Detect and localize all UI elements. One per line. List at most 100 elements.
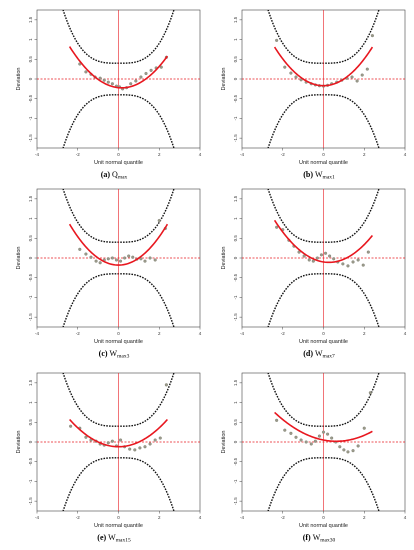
data-point (148, 256, 152, 260)
data-point (294, 75, 298, 79)
x-tick-label: -2 (281, 152, 285, 157)
y-tick-label: 1 (28, 38, 33, 41)
panel-caption: (a) Qmax (101, 170, 128, 181)
x-tick-label: 0 (117, 515, 120, 520)
caption-letter: (d) (303, 349, 315, 358)
caption-variable: Q (112, 170, 118, 179)
caption-subscript: max1 (323, 175, 335, 181)
x-axis-label: Unit normal quantile (299, 160, 348, 166)
data-point (143, 445, 147, 449)
data-point (323, 251, 328, 255)
data-point (309, 442, 313, 446)
data-point (356, 258, 360, 262)
x-tick-label: -4 (35, 331, 39, 336)
x-tick-label: 0 (322, 331, 325, 336)
caption-variable: W (315, 170, 323, 179)
y-tick-label: 0.5 (28, 419, 33, 426)
data-point (164, 383, 168, 387)
x-tick-label: 0 (322, 152, 325, 157)
data-point (84, 435, 88, 439)
data-point (361, 263, 365, 267)
x-axis-label: Unit normal quantile (94, 160, 143, 166)
caption-subscript: max3 (117, 354, 129, 360)
caption-subscript: max15 (116, 538, 131, 544)
data-point (133, 448, 137, 452)
y-tick-label: -1.5 (233, 313, 238, 321)
data-point (157, 218, 161, 223)
panel-caption: (d) Wmax7 (303, 349, 335, 360)
y-tick-label: -1.5 (28, 134, 33, 142)
y-tick-label: 1 (233, 217, 238, 220)
data-point (355, 79, 359, 83)
y-tick-label: 1.5 (28, 16, 33, 23)
data-point (304, 440, 308, 444)
data-point (131, 255, 135, 259)
y-tick-label: 1 (233, 38, 238, 41)
y-axis-label: Deviation (221, 68, 227, 91)
panel-caption: (e) Wmax15 (97, 533, 131, 544)
x-tick-label: 4 (199, 515, 202, 520)
data-point (299, 438, 303, 442)
data-point (321, 430, 326, 434)
y-tick-label: 1.5 (28, 195, 33, 202)
data-point (128, 447, 132, 451)
y-tick-label: -1 (28, 295, 33, 299)
y-axis-label: Deviation (221, 431, 227, 454)
y-axis-label: Deviation (221, 247, 227, 270)
x-tick-label: 4 (404, 152, 407, 157)
data-point (307, 258, 311, 262)
y-tick-label: -1 (233, 295, 238, 299)
panel-d: -4 -2 0 2 4 -1.5 -1 -0.5 0 0.5 1 1.5 Unit normal qua… (221, 188, 407, 360)
data-point (149, 68, 153, 72)
y-tick-label: 0 (233, 77, 238, 80)
x-tick-label: 2 (363, 331, 366, 336)
y-tick-label: -0.5 (28, 273, 33, 281)
caption-variable: W (313, 533, 321, 542)
x-tick-label: 0 (117, 152, 120, 157)
x-tick-label: 0 (322, 515, 325, 520)
data-point (351, 449, 355, 453)
data-point (351, 260, 355, 264)
data-point (110, 82, 114, 86)
data-point (110, 439, 114, 443)
data-point (129, 82, 133, 86)
x-tick-label: 2 (363, 515, 366, 520)
y-tick-label: -1.5 (28, 497, 33, 505)
y-tick-label: 0 (233, 440, 238, 443)
fitted-curve (69, 418, 168, 448)
data-point (84, 252, 88, 256)
x-tick-label: -2 (76, 515, 80, 520)
fitted-curve (274, 411, 373, 443)
data-point (342, 448, 346, 452)
data-point (158, 436, 162, 440)
data-point (143, 259, 147, 263)
data-point (289, 71, 293, 75)
data-point (84, 70, 88, 74)
data-point (311, 259, 315, 263)
data-point (283, 428, 287, 432)
y-tick-label: -1.5 (233, 134, 238, 142)
x-tick-label: 2 (158, 331, 161, 336)
x-tick-label: -4 (240, 331, 244, 336)
data-point (106, 80, 110, 84)
y-tick-label: 1 (28, 217, 33, 220)
data-point (127, 254, 131, 258)
data-point (123, 256, 127, 260)
data-point (69, 424, 73, 428)
data-point (148, 442, 152, 446)
caption-variable: W (110, 349, 118, 358)
x-axis-label: Unit normal quantile (299, 339, 348, 345)
fitted-curve (273, 219, 374, 264)
data-point (275, 38, 279, 42)
data-point (114, 258, 119, 262)
data-point (98, 261, 102, 265)
panel-caption: (f) Wmax30 (303, 533, 336, 544)
x-tick-label: -4 (240, 152, 244, 157)
data-point (370, 34, 374, 38)
data-point (365, 67, 369, 71)
x-tick-label: 4 (404, 331, 407, 336)
y-tick-label: 0.5 (233, 235, 238, 242)
x-tick-label: 4 (199, 331, 202, 336)
data-point (78, 247, 82, 251)
